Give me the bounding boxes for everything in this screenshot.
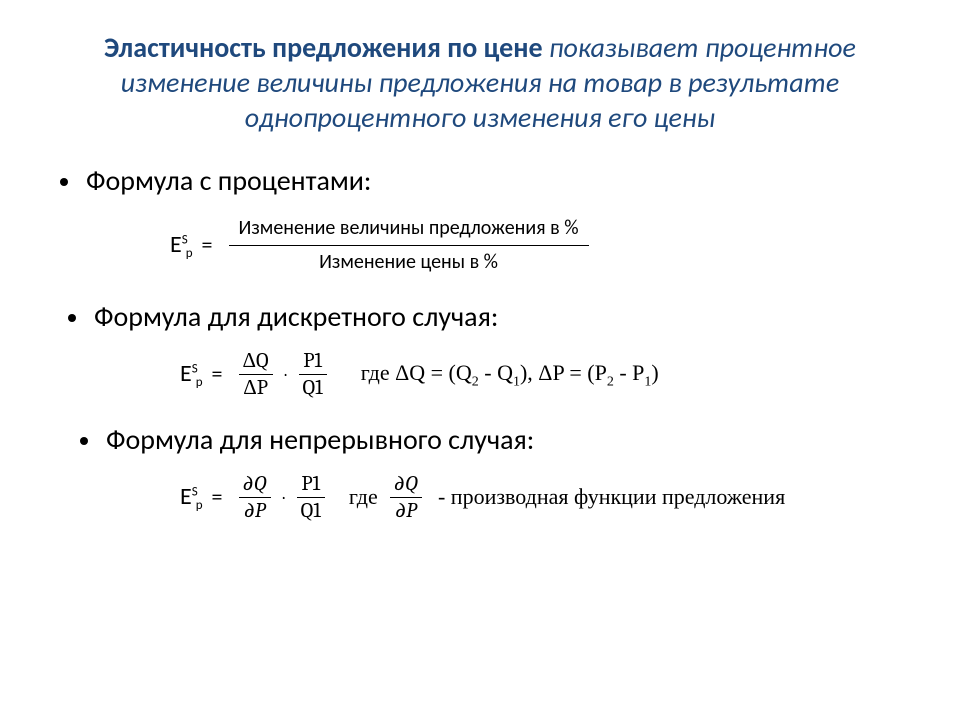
formula-discrete: ESp = ΔQ ΔP · P1 Q1 где ΔQ = (Q2 - Q1), … <box>180 348 910 402</box>
mult-dot: · <box>285 364 287 385</box>
fraction-dq-dp: ΔQ ΔP <box>239 348 273 402</box>
fraction-p1-q1: P1 Q1 <box>297 471 325 525</box>
symbol-esp: ESp = <box>170 230 213 261</box>
slide-title: Эластичность предложения по цене показыв… <box>50 30 910 135</box>
bullet-dot-icon <box>80 437 88 445</box>
bullet-continuous-label: Формула для непрерывного случая: <box>106 422 534 457</box>
bullet-percent-label: Формула с процентами: <box>86 163 371 198</box>
slide-content: Эластичность предложения по цене показыв… <box>0 0 960 564</box>
formula-percent: ESp = Изменение величины предложения в %… <box>170 212 910 279</box>
bullet-dot-icon <box>60 178 68 186</box>
bullet-continuous: Формула для непрерывного случая: <box>80 422 910 457</box>
formula-continuous: ESp = ∂Q ∂P · P1 Q1 где ∂Q ∂P - производ… <box>180 471 910 525</box>
title-bold: Эластичность предложения по цене <box>104 30 549 65</box>
where-continuous: где ∂Q ∂P - производная функции предложе… <box>349 471 785 525</box>
bullet-discrete: Формула для дискретного случая: <box>68 299 910 334</box>
bullet-dot-icon <box>68 314 76 322</box>
symbol-esp: ESp = <box>180 482 223 513</box>
where-tail: - производная функции предложения <box>438 484 785 510</box>
mult-dot: · <box>283 487 285 508</box>
bullet-discrete-label: Формула для дискретного случая: <box>94 299 498 334</box>
fraction-partial-qp: ∂Q ∂P <box>239 471 271 525</box>
fraction-p1-q1: P1 Q1 <box>299 348 327 402</box>
where-discrete: где ΔQ = (Q2 - Q1), ΔP = (P2 - P1) <box>361 360 659 390</box>
fraction-num: Изменение величины предложения в % <box>229 212 589 245</box>
fraction-percent: Изменение величины предложения в % Измен… <box>229 212 589 279</box>
fraction-den: Изменение цены в % <box>309 246 508 279</box>
bullet-percent: Формула с процентами: <box>60 163 910 198</box>
fraction-partial-qp-where: ∂Q ∂P <box>390 471 422 525</box>
symbol-esp: ESp = <box>180 359 223 390</box>
